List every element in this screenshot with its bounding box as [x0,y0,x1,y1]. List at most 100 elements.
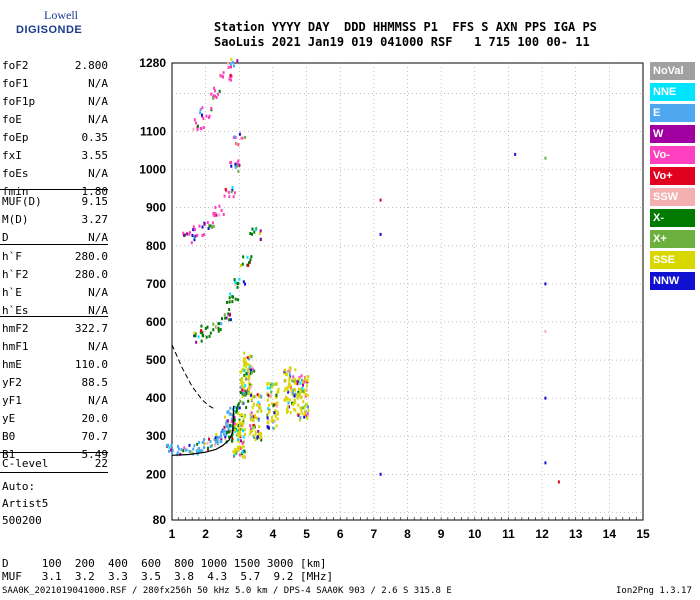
param-row: yF2 88.5 [2,375,108,391]
echo-point [288,376,291,380]
echo-point [207,437,210,441]
echo-point [244,135,247,139]
echo-point [209,444,212,448]
echo-point [227,65,230,69]
echo-point [195,449,198,453]
echo-point [296,380,299,384]
echo-point [212,224,215,228]
legend-item: SSE [650,251,695,269]
echo-point [277,387,280,391]
x-tick-label: 6 [337,527,344,541]
echo-point [239,439,242,443]
echo-point [272,426,275,430]
echo-point [235,451,238,455]
echo-point [249,424,252,428]
param-row: hmF1 N/A [2,339,108,355]
echo-point [298,387,301,391]
echo-point [196,233,199,237]
echo-point [212,96,215,100]
param-value: 322.7 [74,322,108,335]
echo-point [215,213,218,217]
echo-point [306,378,309,382]
param-value: 2.800 [74,59,108,72]
echo-point [270,415,273,419]
footer-info: SAA0K_2021019041000.RSF / 280fx256h 50 k… [2,586,452,596]
echo-point [301,386,304,390]
echo-point [200,449,203,453]
echo-point [197,335,200,339]
x-tick-label: 12 [535,527,549,541]
echo-point [227,312,230,316]
echo-point [241,136,244,140]
echo-point [231,186,234,190]
echo-point [257,400,260,404]
echo-point [250,411,253,415]
echo-point [193,331,196,335]
echo-point [233,422,236,426]
echo-point [223,313,226,317]
echo-point [246,356,249,360]
echo-point [208,224,211,228]
echo-point [182,449,185,453]
echo-point [223,432,226,436]
echo-point [294,381,297,385]
x-tick-label: 10 [468,527,482,541]
echo-point [266,382,269,386]
echo-point [196,124,199,128]
distance-row: D 100 200 400 600 800 1000 1500 3000 [km… [2,557,327,570]
echo-point [303,406,306,410]
echo-point [284,378,287,382]
echo-point [241,388,244,392]
legend-item: Vo- [650,146,695,164]
echo-point [228,307,231,311]
echo-point [299,391,302,395]
echo-point [201,113,204,117]
y-tick-label: 800 [146,239,166,253]
echo-point [237,448,240,452]
echo-point [232,428,235,432]
echo-point [228,313,231,317]
echo-point [258,432,261,436]
param-value: 20.0 [81,412,109,425]
echo-point [227,61,230,65]
echo-point [267,419,270,423]
y-tick-label: 300 [146,429,166,443]
echo-point [293,407,296,411]
echo-point [242,359,245,363]
echo-point [198,440,201,444]
echo-point [257,418,260,422]
echo-point [247,390,250,394]
echo-point [225,425,228,429]
echo-point [225,300,228,304]
echo-point [177,447,180,451]
echo-point [256,393,259,397]
echo-point [218,435,221,439]
y-tick-label: 200 [146,467,166,481]
echo-point [233,191,236,195]
echo-point [285,407,288,411]
echo-point [246,362,249,366]
echo-point [193,238,196,242]
echo-point [222,429,225,433]
echo-point [227,426,230,430]
param-value: N/A [88,286,108,299]
echo-point [242,389,245,393]
echo-point [303,415,306,419]
legend-item: E [650,104,695,122]
legend-item: W [650,125,695,143]
echo-point [269,386,272,390]
echo-point [235,423,238,427]
echo-point [238,426,241,430]
echo-point [211,221,214,225]
echo-point [299,416,302,420]
echo-point [259,406,262,410]
echo-point [228,195,231,199]
echo-point [195,121,198,125]
echo-point [224,187,227,191]
echo-point [275,424,278,428]
param-row: foF1p N/A [2,94,108,110]
echo-point [298,412,301,416]
echo-point [213,86,216,90]
echo-point [275,404,278,408]
logo-line2: DIGISONDE [16,24,83,36]
